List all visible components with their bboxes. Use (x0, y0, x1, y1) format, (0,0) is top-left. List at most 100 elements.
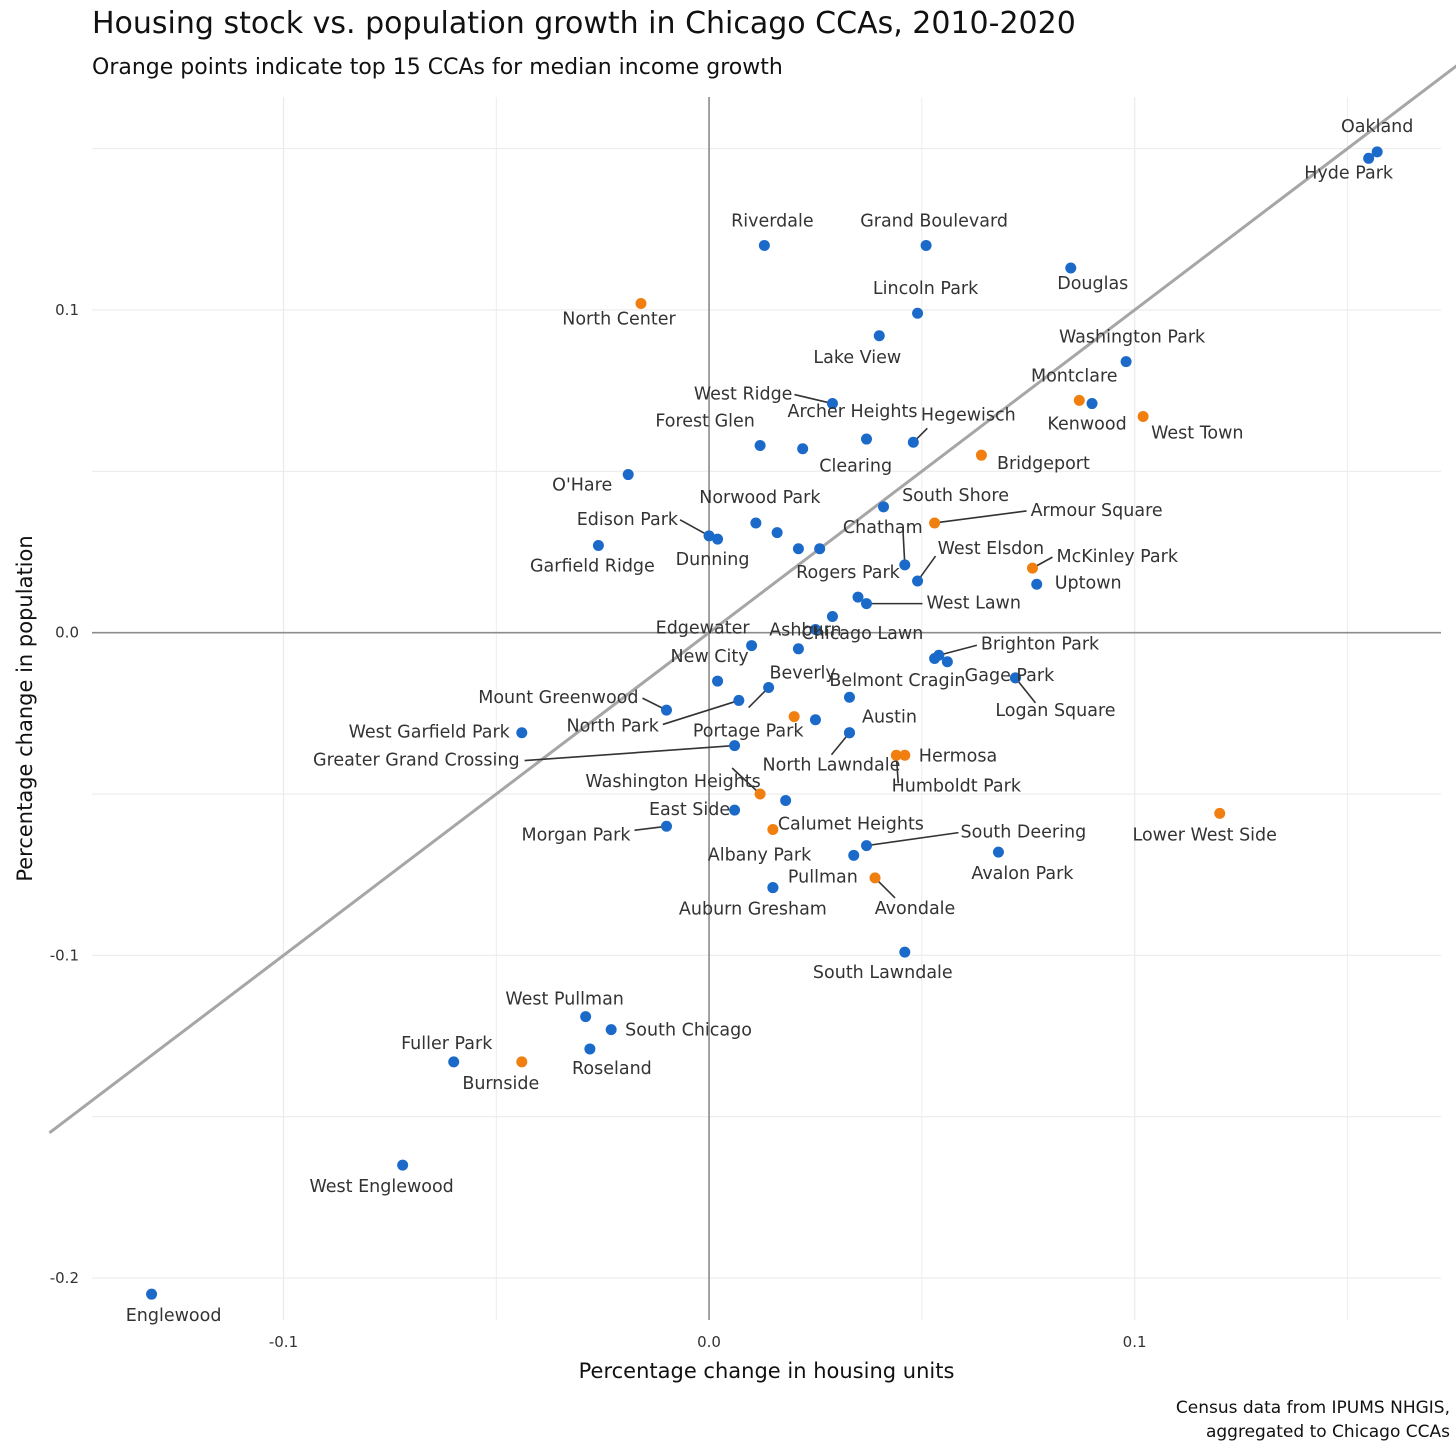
data-point (146, 1288, 158, 1300)
data-point (814, 543, 826, 555)
point-label: Archer Heights (788, 402, 918, 422)
point-label: Avalon Park (971, 864, 1074, 884)
point-label: Lincoln Park (873, 279, 979, 299)
label-leader-line (731, 767, 761, 795)
data-point (622, 469, 634, 481)
data-point (890, 749, 902, 761)
point-label: South Shore (902, 486, 1009, 506)
point-label: Fuller Park (401, 1034, 493, 1054)
data-point (780, 794, 792, 806)
point-label: O'Hare (552, 476, 612, 496)
data-point (912, 575, 924, 587)
data-point (592, 540, 604, 552)
data-point (729, 804, 741, 816)
point-label: Douglas (1057, 274, 1128, 294)
data-point (1214, 807, 1226, 819)
x-axis-label: Percentage change in housing units (579, 1359, 955, 1383)
data-point (1065, 262, 1077, 274)
point-label: West Ridge (694, 385, 793, 405)
point-label: Chatham (843, 518, 923, 538)
point-label: Hermosa (919, 746, 997, 766)
point-label: Norwood Park (699, 488, 821, 508)
label-leader-line (679, 519, 710, 537)
label-leader-line (662, 699, 740, 726)
point-label: Riverdale (731, 211, 814, 231)
point-label: Lake View (813, 348, 901, 368)
point-label: Lower West Side (1133, 825, 1277, 845)
data-point (712, 533, 724, 545)
data-point (920, 239, 932, 251)
label-leader-line (934, 510, 1027, 524)
point-label: West Lawn (927, 594, 1021, 614)
data-point (861, 598, 873, 610)
point-label: Rogers Park (796, 563, 901, 583)
point-label: Edison Park (577, 510, 679, 530)
data-point (397, 1159, 409, 1171)
data-point (660, 704, 672, 716)
y-axis-label: Percentage change in population (13, 535, 37, 881)
y-tick-label: 0.1 (55, 301, 79, 319)
data-point (767, 824, 779, 836)
data-point (729, 740, 741, 752)
caption-line-2: aggregated to Chicago CCAs (1205, 1422, 1450, 1442)
point-label: Hegewisch (921, 405, 1016, 425)
data-point (580, 1011, 592, 1023)
data-point (792, 543, 804, 555)
point-label: Humboldt Park (892, 776, 1022, 796)
point-label: Montclare (1031, 366, 1118, 386)
data-point (912, 307, 924, 319)
point-label: Chicago Lawn (802, 624, 924, 644)
caption-line-1: Census data from IPUMS NHGIS, (1175, 1398, 1450, 1418)
point-label: Garfield Ridge (530, 557, 655, 577)
point-label: South Lawndale (813, 963, 953, 983)
point-label: Albany Park (708, 845, 812, 865)
reference-line-y-equals-x (48, 64, 1456, 1135)
data-point (516, 727, 528, 739)
data-point (848, 849, 860, 861)
data-point (792, 643, 804, 655)
point-label: Calumet Heights (778, 815, 924, 835)
data-point (861, 433, 873, 445)
data-point (941, 656, 953, 668)
x-tick-label: -0.1 (269, 1333, 298, 1351)
point-label: East Side (649, 800, 730, 820)
label-leader-line (524, 744, 735, 762)
point-label: Oakland (1341, 117, 1413, 137)
point-label: Morgan Park (521, 825, 631, 845)
point-label: North Park (567, 716, 660, 736)
data-point (1031, 578, 1043, 590)
point-label: Pullman (788, 868, 858, 888)
data-point (809, 623, 821, 635)
data-point (660, 820, 672, 832)
chart-caption: Census data from IPUMS NHGIS, aggregated… (1176, 1396, 1450, 1444)
point-label: McKinley Park (1056, 547, 1178, 567)
data-point (907, 436, 919, 448)
point-label: Washington Heights (585, 772, 760, 792)
point-label: New City (671, 647, 749, 667)
point-label: Grand Boulevard (860, 211, 1008, 231)
label-leader-line (794, 393, 833, 405)
data-point (1086, 398, 1098, 410)
y-tick-label: -0.1 (50, 946, 79, 964)
data-point (763, 682, 775, 694)
data-point (869, 872, 881, 884)
data-point (1026, 562, 1038, 574)
point-label: North Lawndale (763, 756, 901, 776)
data-point (852, 591, 864, 603)
point-label: West Elsdon (938, 539, 1045, 559)
data-point (929, 652, 941, 664)
point-label: West Pullman (505, 990, 624, 1010)
data-point (733, 694, 745, 706)
data-point (754, 788, 766, 800)
point-label: Greater Grand Crossing (313, 751, 520, 771)
data-point (1073, 394, 1085, 406)
data-point (754, 440, 766, 452)
x-tick-label: 0.1 (1123, 1333, 1147, 1351)
data-point (712, 675, 724, 687)
data-point (873, 330, 885, 342)
point-label: North Center (562, 310, 676, 330)
point-label: Portage Park (693, 722, 805, 742)
label-leader-line (938, 644, 978, 657)
point-label: Beverly (769, 664, 835, 684)
